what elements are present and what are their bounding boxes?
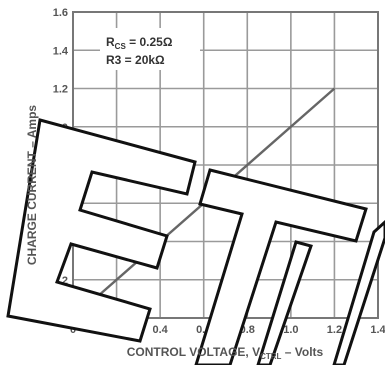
y-axis-label: CHARGE CURRENT – Amps [25,105,39,266]
x-axis-label-main: CONTROL VOLTAGE, V [127,345,260,359]
annotation-line-1: RCS = 0.25Ω [106,35,173,51]
et-watermark-logo [6,118,385,365]
watermark-letter-t [194,168,368,365]
annotation-box [100,28,200,70]
watermark-letter-t-stem-2 [256,240,313,365]
x-axis-label-unit: – Volts [281,345,323,359]
annotation-line-2: R3 = 20kΩ [106,53,165,67]
annotation-rcs-subscript: CS [115,42,127,51]
x-tick-label: 1.2 [327,324,342,336]
x-tick-label: 0.4 [152,324,168,336]
annotation-rcs-value: = 0.25Ω [126,35,173,49]
watermark-letter-t-stem-3 [332,219,385,365]
watermark-letter-e [6,118,197,343]
x-axis-label-subscript: CTRL [260,352,281,361]
annotation-rcs-symbol: R [106,35,115,49]
x-tick-label: 1.4 [370,324,385,336]
y-tick-label: 1.6 [53,7,68,19]
y-tick-label: 1.2 [53,84,68,96]
x-axis-label: CONTROL VOLTAGE, VCTRL – Volts [127,345,324,361]
x-tick-label: 1.0 [283,324,298,336]
x-tick-label: 0 [70,324,76,336]
y-tick-label: 1.4 [53,45,69,57]
